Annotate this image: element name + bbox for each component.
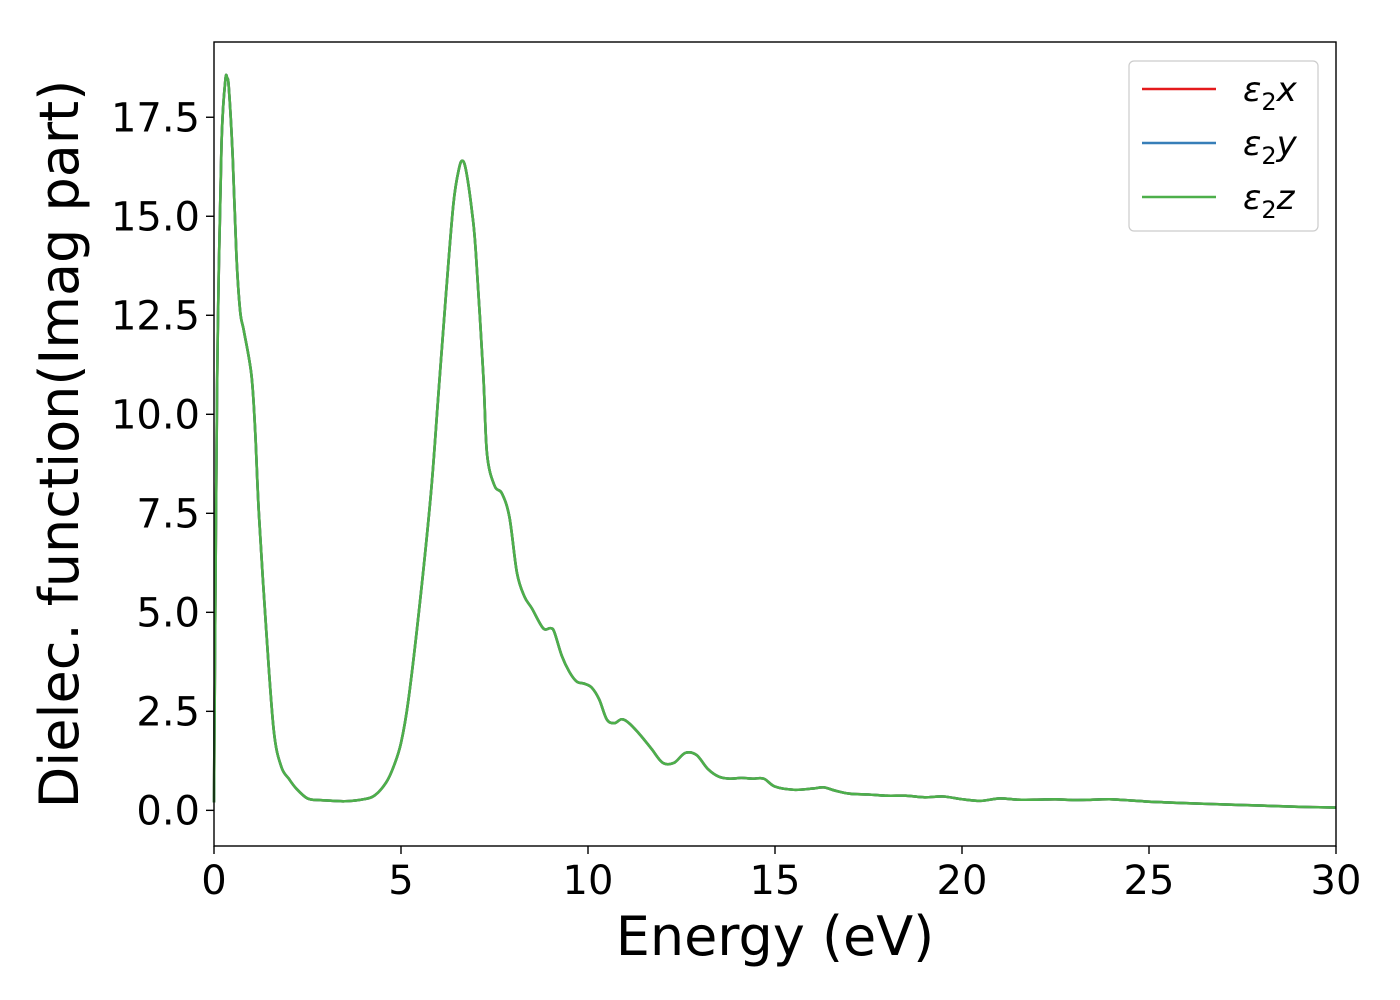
series-lines — [212, 73, 1337, 809]
y-tick-label: 10.0 — [111, 392, 200, 438]
x-tick-label: 0 — [201, 858, 226, 904]
y-tick-label: 2.5 — [136, 689, 200, 735]
legend-label-subscript: 2 — [1261, 142, 1276, 170]
x-tick-label: 25 — [1124, 858, 1175, 904]
legend-label: ε2x — [1243, 70, 1298, 116]
y-tick-label: 0.0 — [136, 788, 200, 834]
x-tick-label: 10 — [563, 858, 614, 904]
x-tick-label: 5 — [388, 858, 413, 904]
y-tick-label: 15.0 — [111, 194, 200, 240]
x-axis: 0 5 10 15 20 25 30 — [201, 846, 1361, 904]
legend-label-symbol: ε — [1243, 70, 1261, 110]
legend-label-subscript: 2 — [1261, 88, 1276, 116]
legend-label: ε2y — [1243, 124, 1298, 170]
legend-label-symbol: ε — [1243, 178, 1261, 218]
x-tick-label: 30 — [1311, 858, 1362, 904]
y-tick-label: 5.0 — [136, 590, 200, 636]
y-tick-label: 7.5 — [136, 491, 200, 537]
legend-label-axis: y — [1276, 124, 1298, 164]
series-line-z — [212, 73, 1337, 809]
legend-box — [1128, 60, 1319, 232]
legend-label-symbol: ε — [1243, 124, 1261, 164]
y-axis: 0.0 2.5 5.0 7.5 10.0 12.5 15.0 17.5 — [111, 95, 214, 834]
y-axis-title: Dielec. function(Imag part) — [28, 80, 91, 809]
x-axis-title: Energy (eV) — [616, 905, 935, 968]
legend-label: ε2z — [1243, 178, 1296, 224]
x-tick-label: 15 — [750, 858, 801, 904]
y-tick-label: 17.5 — [111, 95, 200, 141]
x-tick-label: 20 — [937, 858, 988, 904]
y-tick-label: 12.5 — [111, 293, 200, 339]
legend-label-axis: z — [1276, 178, 1296, 218]
legend-label-subscript: 2 — [1261, 196, 1276, 224]
legend-label-axis: x — [1276, 70, 1298, 110]
